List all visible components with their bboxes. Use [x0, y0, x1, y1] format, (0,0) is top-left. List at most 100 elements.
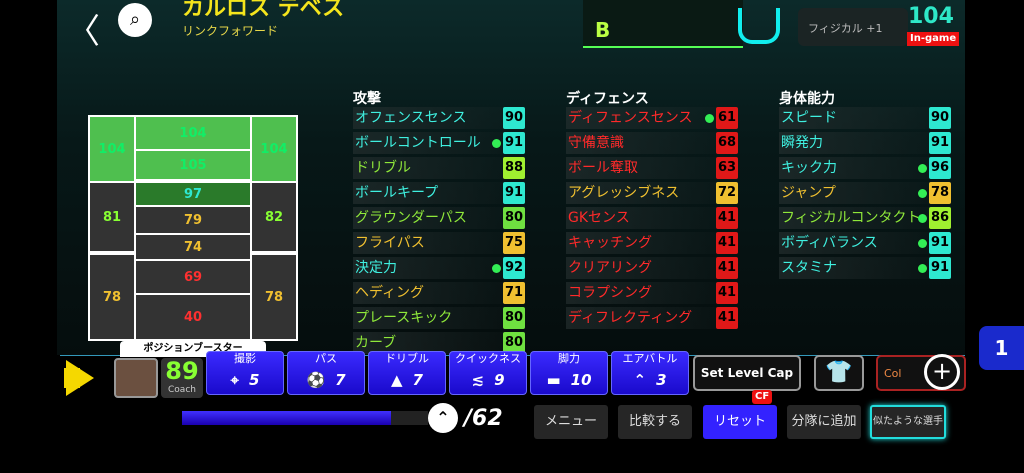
stat-row: フィジカルコンタクト 86 — [779, 207, 951, 229]
stat-label-text: ジャンプ — [781, 185, 836, 201]
search-icon[interactable]: ⌕ — [118, 3, 152, 37]
stat-row: クリアリング 41 — [566, 257, 738, 279]
stat-row: ヘディング 71 — [353, 282, 525, 304]
menu-button[interactable]: メニュー — [534, 405, 608, 439]
stat-label: ディフレクティング — [566, 307, 716, 329]
stat-label: アグレッシブネス — [566, 182, 716, 204]
field-zone[interactable]: 105 — [136, 151, 250, 179]
double-chevron-up-icon[interactable]: ⌃ — [428, 403, 458, 433]
stat-value: 80 — [503, 307, 525, 329]
skill-value: 7 — [335, 371, 346, 389]
stat-value: 96 — [929, 157, 951, 179]
column-header: 攻撃 — [353, 91, 381, 107]
skill-value: 9 — [494, 371, 505, 389]
page-badge[interactable]: 1 — [979, 326, 1024, 370]
stat-row: ボディバランス 91 — [779, 232, 951, 254]
stat-row: プレースキック 80 — [353, 307, 525, 329]
skill-button[interactable]: クイックネス ≲ 9 — [449, 351, 527, 395]
stat-label: フライパス — [353, 232, 503, 254]
field-zone[interactable]: 104 — [252, 117, 296, 181]
stat-label: プレースキック — [353, 307, 503, 329]
stat-row: コラプシング 41 — [566, 282, 738, 304]
boost-dot-icon — [918, 164, 927, 173]
plus-icon[interactable]: + — [924, 354, 960, 390]
player-avatar[interactable] — [114, 358, 158, 398]
player-subtitle: リンクフォワード — [182, 24, 279, 38]
skill-button[interactable]: 撮影 ⌖ 5 — [206, 351, 284, 395]
reset-button[interactable]: リセット — [703, 405, 777, 439]
add-to-squad-button[interactable]: 分隊に追加 — [787, 405, 861, 439]
stat-row: GKセンス 41 — [566, 207, 738, 229]
stat-label-text: コラプシング — [568, 285, 652, 301]
skill-value: 5 — [249, 371, 260, 389]
position-field: 104 104 105 104 97 81 79 82 74 78 69 78 40 — [88, 115, 298, 341]
stat-value: 91 — [503, 182, 525, 204]
field-zone[interactable]: 74 — [136, 235, 250, 259]
stat-label-text: ヘディング — [355, 285, 425, 301]
stat-label: 守備意識 — [566, 132, 716, 154]
stat-label-text: 決定力 — [355, 260, 397, 276]
stat-row: ディフレクティング 41 — [566, 307, 738, 329]
stat-label: スタミナ — [779, 257, 929, 279]
physical-bonus: フィジカル +1 — [798, 8, 908, 46]
field-zone[interactable]: 81 — [90, 183, 134, 251]
field-zone[interactable]: 78 — [90, 255, 134, 339]
stat-label: GKセンス — [566, 207, 716, 229]
skill-button[interactable]: パス ⚽ 7 — [287, 351, 365, 395]
ingame-badge: In-game — [907, 32, 960, 46]
stat-label-text: ボディバランス — [781, 235, 878, 251]
field-zone[interactable]: 69 — [136, 261, 250, 293]
compare-button[interactable]: 比較する — [618, 405, 692, 439]
stat-value: 41 — [716, 257, 738, 279]
stat-label: 決定力 — [353, 257, 503, 279]
skill-button[interactable]: ドリブル ▲ 7 — [368, 351, 446, 395]
stat-value: 63 — [716, 157, 738, 179]
stat-value: 41 — [716, 282, 738, 304]
stat-value: 61 — [716, 107, 738, 129]
stat-label: コラプシング — [566, 282, 716, 304]
field-zone[interactable]: 40 — [136, 295, 250, 339]
stat-value: 72 — [716, 182, 738, 204]
stat-value: 91 — [929, 132, 951, 154]
stat-value: 90 — [503, 107, 525, 129]
stat-label: ジャンプ — [779, 182, 929, 204]
field-zone[interactable]: 104 — [90, 117, 134, 181]
field-zone[interactable]: 82 — [252, 183, 296, 251]
stat-label: ドリブル — [353, 157, 503, 179]
stat-label-text: スピード — [781, 110, 837, 126]
skill-name: 撮影 — [234, 352, 256, 365]
double-chevron-up-icon: ⌃ — [633, 371, 647, 389]
stat-label: ボールコントロール — [353, 132, 503, 154]
field-zone[interactable]: 97 — [136, 183, 250, 205]
back-button[interactable]: 〈 — [66, 12, 100, 52]
field-zone[interactable]: 79 — [136, 207, 250, 233]
stat-label: ボールキープ — [353, 182, 503, 204]
stat-value: 91 — [503, 132, 525, 154]
stat-label: キック力 — [779, 157, 929, 179]
stat-row: 決定力 92 — [353, 257, 525, 279]
stat-label-text: ディフレクティング — [568, 310, 693, 326]
boost-dot-icon — [492, 264, 501, 273]
stat-row: キック力 96 — [779, 157, 951, 179]
stat-label-text: ディフェンスセンス — [568, 110, 693, 126]
stat-value: 91 — [929, 232, 951, 254]
ball-icon: ⚽ — [306, 371, 326, 389]
skill-button[interactable]: エアバトル ⌃ 3 — [611, 351, 689, 395]
set-level-cap-button[interactable]: Set Level Cap — [693, 355, 801, 391]
skill-button[interactable]: 脚力 ▬ 10 — [530, 351, 608, 395]
boost-dot-icon — [918, 264, 927, 273]
shirt-icon[interactable]: 👕 — [814, 355, 864, 391]
stat-value: 80 — [503, 332, 525, 354]
stat-row: 瞬発力 91 — [779, 132, 951, 154]
field-zone[interactable]: 104 — [136, 117, 250, 149]
reset-badge: CF — [752, 390, 773, 404]
similar-players-button[interactable]: 似たような選手 — [870, 405, 946, 439]
stat-label-text: アグレッシブネス — [568, 185, 680, 201]
boost-dot-icon — [705, 114, 714, 123]
stat-label: スピード — [779, 107, 929, 129]
stat-row: カーブ 80 — [353, 332, 525, 354]
boot-icon: ▬ — [546, 371, 561, 389]
stat-row: ジャンプ 78 — [779, 182, 951, 204]
field-zone[interactable]: 78 — [252, 255, 296, 339]
stat-row: フライパス 75 — [353, 232, 525, 254]
